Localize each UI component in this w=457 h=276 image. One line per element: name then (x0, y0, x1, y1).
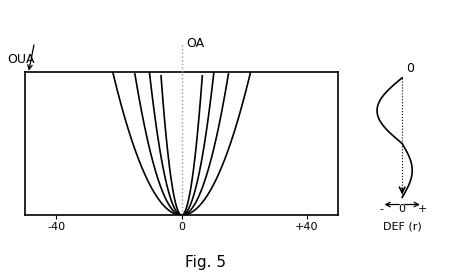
Text: OUA: OUA (7, 53, 34, 66)
Text: 0: 0 (406, 62, 414, 75)
Text: 0: 0 (399, 204, 406, 214)
Text: OA: OA (186, 37, 204, 50)
Text: -: - (380, 204, 383, 214)
Text: Fig. 5: Fig. 5 (185, 256, 226, 270)
Text: +: + (418, 204, 427, 214)
Text: DEF (r): DEF (r) (383, 221, 421, 231)
